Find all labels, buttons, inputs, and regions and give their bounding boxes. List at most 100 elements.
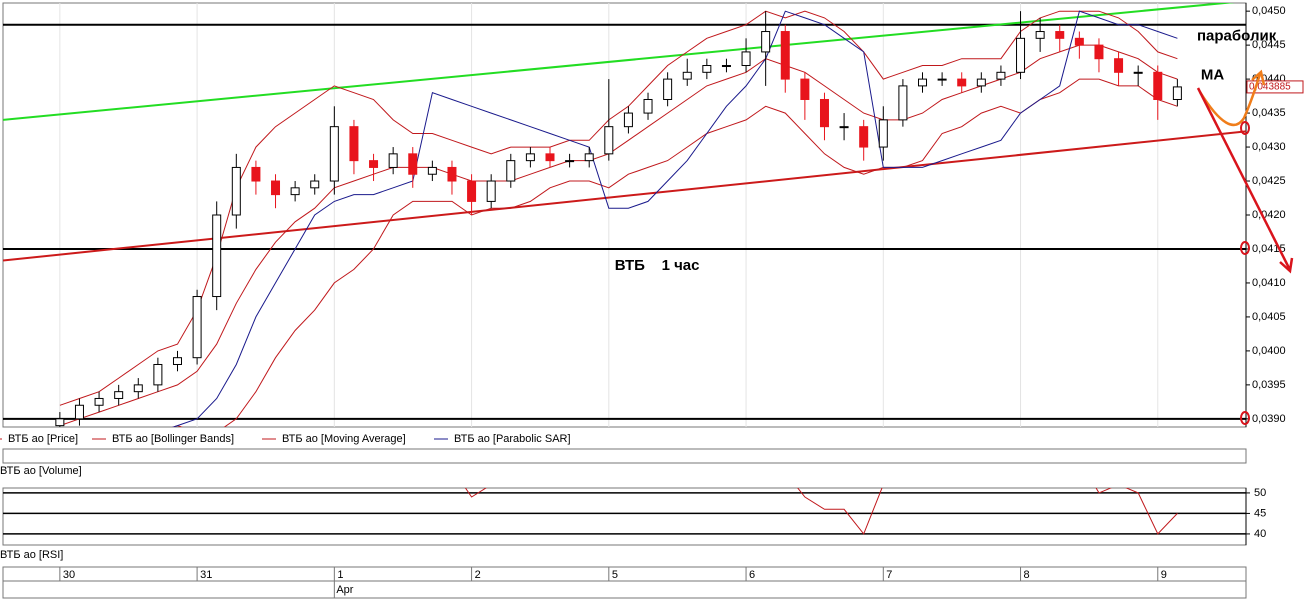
candle-body [996,71,1006,80]
x-tick-label: 7 [886,569,892,581]
candle-body [898,85,908,121]
candle-body [369,160,379,168]
x-tick-label: 31 [200,569,212,581]
candle-body [682,71,692,80]
forecast-arrowhead [1251,69,1266,86]
annotation: параболик [1197,27,1277,44]
rsi-label: ВТБ ао [RSI] [0,549,63,561]
volume-panel [2,448,1247,464]
candle-body [565,160,575,163]
candle-body [702,65,712,73]
y-tick-label: 0,0450 [1252,5,1286,17]
y-tick-label: 0,0400 [1252,345,1286,357]
y-tick-label: 0,0445 [1252,39,1286,51]
candle-body [1133,71,1143,74]
candle-body [1094,44,1104,60]
volume-label: ВТБ ао [Volume] [0,465,82,477]
candle-body [447,166,457,182]
month-label: Apr [336,584,353,596]
candle-body [1074,37,1084,46]
candle-body [1055,31,1065,39]
candle-body [388,153,398,168]
candle-body [859,126,869,148]
candle-body [1153,71,1163,100]
x-tick-label: 8 [1024,569,1030,581]
candle-body [408,153,418,175]
last-price-label: 0,043885 [1249,82,1291,93]
y-tick-label: 0,0435 [1252,107,1286,119]
candle-body [545,153,555,162]
level-marker [1240,241,1250,255]
candle-body [800,78,810,100]
level-marker [1240,121,1250,135]
legend-label: ВТБ ао [Bollinger Bands] [112,433,234,445]
trend-line [3,130,1246,262]
rsi-tick-label: 50 [1254,487,1266,499]
x-tick-label: 1 [337,569,343,581]
x-tick-label: 9 [1161,569,1167,581]
candle-body [212,214,222,298]
candle-body [937,78,947,81]
forecast-curve [1198,73,1262,127]
candle-body [486,180,496,202]
y-tick-label: 0,0405 [1252,311,1286,323]
candle-body [1035,31,1045,39]
legend-label: ВТБ ао [Price] [8,433,78,445]
candle-body [251,166,261,182]
forecast-arrowhead [1279,257,1294,274]
last-price-box [1246,80,1304,94]
bollinger-lower [171,78,1178,427]
candle-body [310,180,320,189]
candle-body [780,31,790,80]
rsi-tick-label: 45 [1254,507,1266,519]
legend-label: ВТБ ао [Parabolic SAR] [454,433,571,445]
candle-body [172,357,182,365]
candle-body [349,126,359,162]
x-tick-label: 5 [612,569,618,581]
candle-body [94,397,104,406]
candle-body [721,65,731,68]
candle-body [1172,86,1182,100]
candle-body [663,78,673,100]
candle-body [1016,37,1026,73]
y-tick-label: 0,0430 [1252,141,1286,153]
bollinger-upper [59,10,1178,406]
trend-line [3,3,1236,121]
candle-body [643,98,653,114]
candle-body [957,78,967,87]
candle-body [467,180,477,202]
candle-body [878,119,888,148]
x-tick-label: 6 [749,569,755,581]
candle-body [427,166,437,175]
candle-body [231,166,241,216]
forecast-arrow [1196,87,1292,271]
candle-body [271,180,281,196]
candle-body [623,112,633,128]
candle-body [290,187,300,196]
annotation: ВТБ 1 час [615,257,700,274]
candle-body [761,31,771,53]
y-tick-label: 0,0420 [1252,209,1286,221]
candle-body [192,296,202,359]
x-tick-label: 30 [63,569,75,581]
candle-body [133,384,143,393]
rsi-panel [2,487,1247,546]
candle-body [839,126,849,129]
candle-body [55,418,65,427]
candle-body [506,160,516,182]
candle-body [114,391,124,399]
annotation: МА [1201,67,1224,84]
candle-body [918,78,928,87]
date-axis [2,566,1247,599]
moving-average [59,44,1178,427]
legend-label: ВТБ ао [Moving Average] [282,433,406,445]
candle-body [976,78,986,87]
candle-body [525,153,535,162]
y-tick-label: 0,0425 [1252,175,1286,187]
y-tick-label: 0,0390 [1252,413,1286,425]
candle-body [819,98,829,128]
candle-body [329,126,339,182]
candle-body [1114,58,1124,73]
candle-body [153,363,163,386]
